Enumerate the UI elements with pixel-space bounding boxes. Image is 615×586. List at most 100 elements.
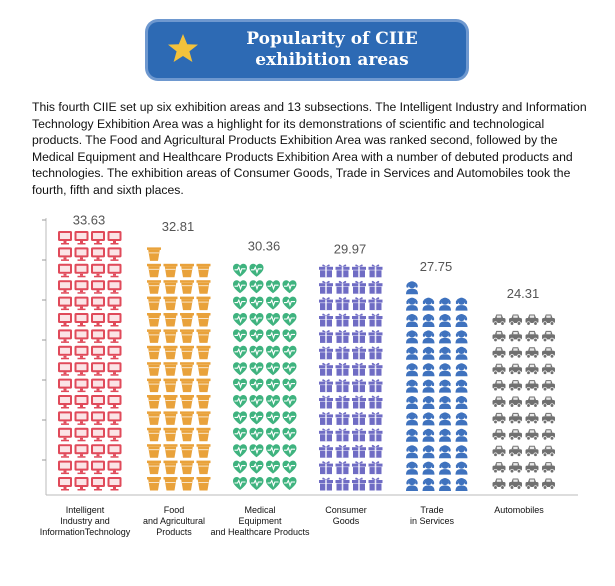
monitor-icon	[58, 378, 72, 393]
gift-icon	[335, 428, 350, 442]
monitor-icon	[91, 411, 105, 425]
car-icon	[492, 478, 506, 490]
headset-person-icon	[439, 346, 451, 360]
gift-icon	[368, 297, 383, 311]
monitor-icon	[74, 444, 89, 458]
cup-icon	[163, 378, 178, 393]
cup-icon	[163, 263, 178, 278]
gift-icon	[352, 395, 366, 409]
heartbeat-icon	[233, 395, 247, 408]
cup-icon	[196, 362, 211, 376]
cup-icon	[180, 329, 194, 343]
headset-person-icon	[406, 396, 418, 409]
heartbeat-icon	[233, 329, 247, 343]
gift-icon	[368, 330, 383, 343]
car-icon	[525, 380, 539, 392]
cup-icon	[196, 329, 211, 343]
car-icon	[492, 445, 506, 457]
cup-icon	[180, 296, 194, 311]
gift-icon	[368, 313, 383, 327]
headset-person-icon	[406, 461, 418, 475]
monitor-icon	[91, 427, 105, 442]
monitor-icon	[107, 280, 122, 294]
headset-person-icon	[422, 314, 435, 327]
heartbeat-icon	[282, 477, 297, 490]
gift-icon	[335, 379, 350, 393]
car-icon	[492, 380, 506, 392]
category-label: Automobiles	[494, 505, 544, 515]
category-label: Trade in Services	[410, 505, 455, 526]
heartbeat-icon	[282, 411, 297, 425]
heartbeat-icon	[266, 411, 280, 425]
car-icon	[525, 314, 539, 326]
heartbeat-icon	[266, 378, 280, 392]
cup-icon	[163, 280, 178, 294]
monitor-icon	[107, 313, 122, 327]
cup-icon	[147, 444, 161, 458]
headset-person-icon	[406, 297, 418, 311]
gift-icon	[352, 477, 366, 491]
monitor-icon	[74, 247, 89, 261]
gift-icon	[352, 297, 366, 311]
heartbeat-icon	[282, 460, 297, 474]
heartbeat-icon	[266, 329, 280, 343]
monitor-icon	[91, 247, 105, 261]
gift-icon	[368, 346, 383, 360]
car-icon	[509, 412, 522, 425]
car-icon	[509, 478, 522, 490]
monitor-icon	[74, 362, 89, 376]
monitor-icon	[107, 247, 122, 261]
gift-icon	[368, 428, 383, 442]
cup-icon	[147, 329, 161, 343]
monitor-icon	[107, 477, 122, 491]
monitor-icon	[91, 362, 105, 376]
car-icon	[509, 330, 522, 343]
gift-icon	[352, 330, 366, 343]
cup-icon	[196, 427, 211, 442]
gift-icon	[352, 444, 366, 458]
car-icon	[525, 347, 539, 359]
heartbeat-icon	[266, 395, 280, 408]
heartbeat-icon	[282, 280, 297, 294]
heartbeat-icon	[233, 313, 247, 326]
heartbeat-icon	[282, 313, 297, 326]
gift-icon	[319, 297, 333, 311]
headset-person-icon	[422, 346, 435, 360]
car-icon	[542, 462, 555, 474]
cup-icon	[196, 296, 211, 311]
headset-person-icon	[439, 396, 451, 409]
headset-person-icon	[406, 346, 418, 360]
heartbeat-icon	[233, 280, 247, 294]
headset-person-icon	[406, 428, 418, 442]
cup-icon	[147, 378, 161, 393]
heartbeat-icon	[266, 444, 280, 458]
title-line-2: exhibition areas	[255, 50, 409, 70]
gift-icon	[335, 297, 350, 311]
headset-person-icon	[439, 478, 451, 491]
monitor-icon	[107, 345, 122, 360]
cup-icon	[163, 313, 178, 327]
gift-icon	[352, 461, 366, 475]
headset-person-icon	[422, 478, 435, 491]
headset-person-icon	[439, 461, 451, 475]
category-label: Medical Equipment and Healthcare Products	[210, 505, 310, 537]
gift-icon	[335, 280, 350, 294]
monitor-icon	[107, 395, 122, 409]
heartbeat-icon	[249, 477, 264, 490]
gift-icon	[319, 313, 333, 327]
cup-icon	[180, 395, 194, 409]
heartbeat-icon	[233, 460, 247, 474]
headset-person-icon	[455, 297, 468, 311]
headset-person-icon	[406, 379, 418, 393]
cup-icon	[196, 395, 211, 409]
gift-icon	[335, 330, 350, 343]
headset-person-icon	[455, 445, 468, 459]
cup-icon	[147, 296, 161, 311]
monitor-icon	[107, 231, 122, 245]
headset-person-icon	[422, 379, 435, 393]
monitor-icon	[74, 263, 89, 278]
headset-person-icon	[406, 330, 418, 344]
cup-icon	[180, 477, 194, 491]
heartbeat-icon	[249, 378, 264, 392]
gift-icon	[368, 477, 383, 491]
